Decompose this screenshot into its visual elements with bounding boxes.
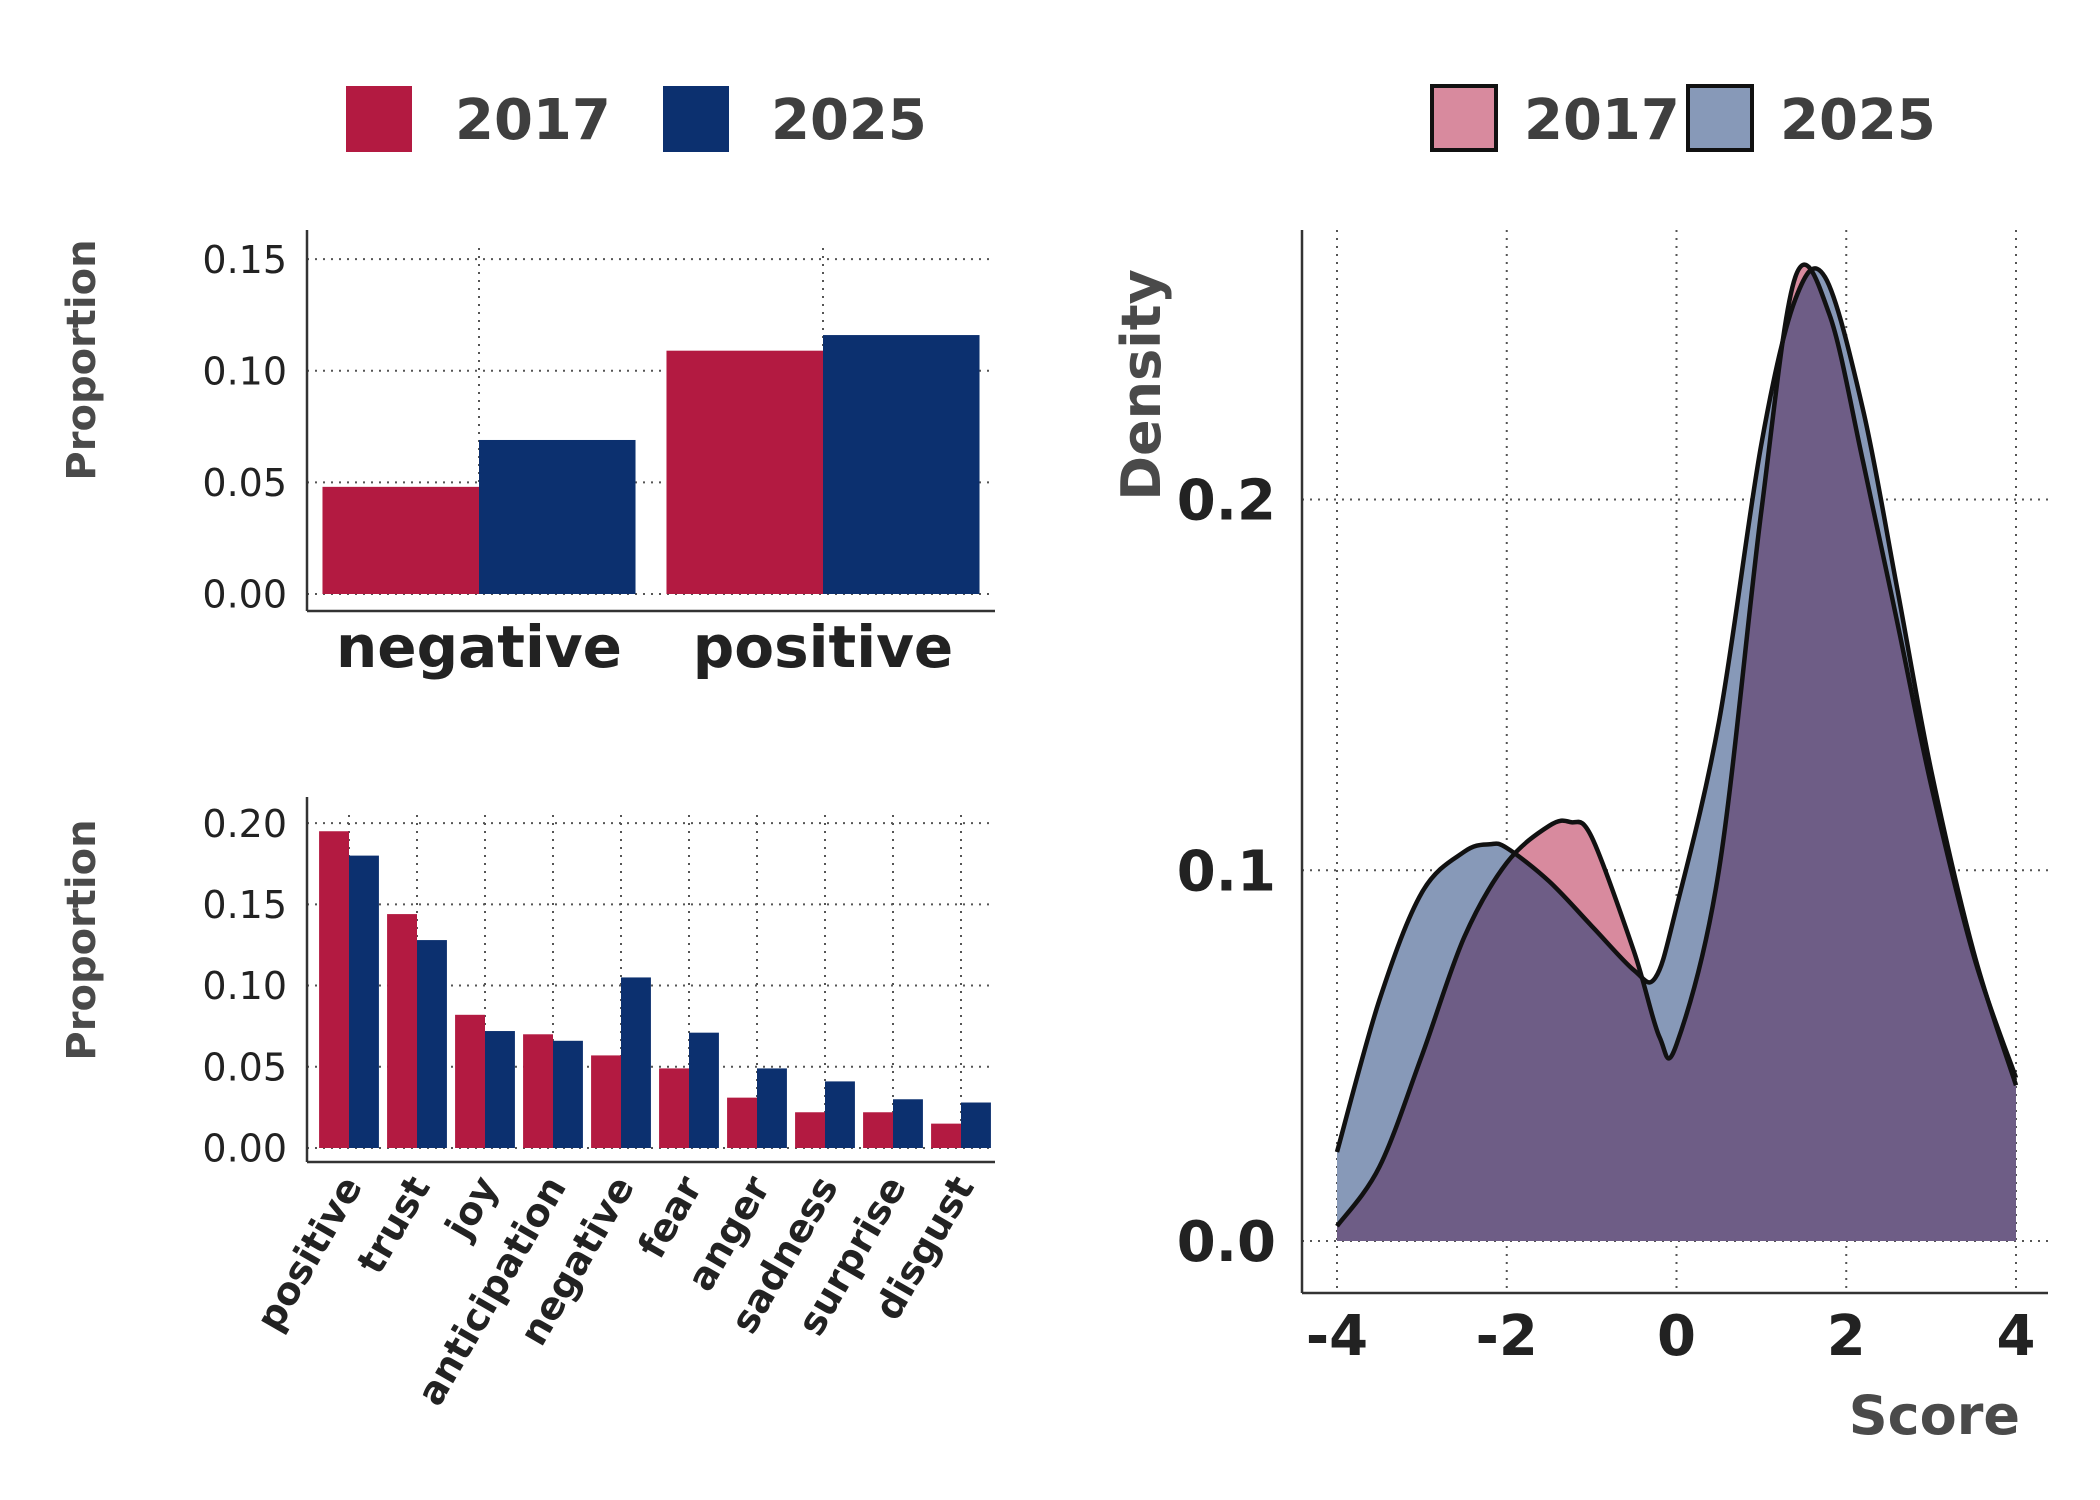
bar-2025-negative <box>621 977 651 1148</box>
sentiment-y-ticks: 0.00 0.05 0.10 0.15 <box>202 238 287 617</box>
y-tick-label: 0.0 <box>1177 1210 1276 1275</box>
x-tick-label: 4 <box>1997 1304 2036 1369</box>
y-tick-label: 0.00 <box>202 573 287 617</box>
bar-2025-anger <box>757 1068 787 1148</box>
emotion-chart: Proportion 0.00 0.05 0.10 0.15 0.20 positive… <box>59 797 995 1413</box>
legend-right-label-2017: 2017 <box>1524 88 1680 153</box>
bar-2017-positive <box>319 831 349 1148</box>
bar-2017-anger <box>727 1097 757 1148</box>
y-tick-label: 0.20 <box>202 802 287 846</box>
emotion-x-ticks: positivetrustjoyanticipationnegativefear… <box>247 1168 982 1412</box>
sentiment-chart: Proportion 0.00 0.05 0.10 0.15 negative posi… <box>59 230 995 681</box>
y-tick-label: 0.1 <box>1177 839 1276 904</box>
legend-left-label-2017: 2017 <box>455 88 611 153</box>
bar-2025-positive <box>349 855 379 1148</box>
y-tick-label: 0.00 <box>202 1127 287 1171</box>
bar-2017-trust <box>387 914 417 1148</box>
density-y-axis-title: Density <box>1110 269 1173 501</box>
density-overlap <box>1337 268 2016 1241</box>
density-axes <box>1300 230 2048 1295</box>
x-tick-label: positive <box>693 613 954 681</box>
density-line-2025 <box>1334 266 2019 1153</box>
bar-2025-anticipation <box>553 1040 583 1148</box>
bar-2017-anticipation <box>523 1034 553 1148</box>
bar-2017-negative <box>322 486 479 594</box>
sentiment-bars <box>322 335 980 594</box>
x-tick-label: -4 <box>1306 1304 1368 1369</box>
density-x-axis-title: Score <box>1849 1384 2020 1447</box>
emotion-y-ticks: 0.00 0.05 0.10 0.15 0.20 <box>202 802 287 1171</box>
x-tick-label: 0 <box>1657 1304 1696 1369</box>
sentiment-x-ticks: negative positive <box>336 613 953 681</box>
emotion-axes <box>305 797 995 1164</box>
y-tick-label: 0.15 <box>202 238 287 282</box>
x-tick-label: -2 <box>1476 1304 1538 1369</box>
density-areas <box>1334 262 2019 1241</box>
emotion-bars <box>319 831 991 1148</box>
legend-right: 2017 2025 <box>1430 84 1936 153</box>
bar-2025-fear <box>689 1032 719 1148</box>
x-tick-label: negative <box>336 613 622 681</box>
y-tick-label: 0.2 <box>1177 469 1276 534</box>
legend-right-swatch-2017 <box>1430 84 1498 152</box>
x-tick-label: joy <box>436 1168 507 1247</box>
bar-2017-negative <box>591 1055 621 1148</box>
density-chart: Density Score 0.0 0.1 0.2 -4 -2 0 2 4 <box>1110 230 2048 1447</box>
y-tick-label: 0.05 <box>202 1045 287 1089</box>
sentiment-y-axis-title: Proportion <box>59 239 105 480</box>
y-tick-label: 0.10 <box>202 349 287 393</box>
x-tick-label: 2 <box>1827 1304 1866 1369</box>
legend-right-swatch-2025 <box>1686 84 1754 152</box>
bar-2025-surprise <box>893 1099 923 1148</box>
legend-left-swatch-2025 <box>663 86 729 152</box>
bar-2017-disgust <box>931 1123 961 1148</box>
y-tick-label: 0.15 <box>202 883 287 927</box>
bar-2025-joy <box>485 1031 515 1148</box>
bar-2025-negative <box>479 439 636 594</box>
bar-2017-sadness <box>795 1112 825 1148</box>
y-tick-label: 0.05 <box>202 461 287 505</box>
legend-right-label-2025: 2025 <box>1780 88 1936 153</box>
bar-2017-joy <box>455 1014 485 1148</box>
bar-2017-positive <box>666 350 823 594</box>
bar-2017-fear <box>659 1068 689 1148</box>
sentiment-axes <box>305 230 995 613</box>
legend-left-swatch-2017 <box>346 86 412 152</box>
density-y-ticks: 0.0 0.1 0.2 <box>1177 469 1276 1275</box>
bar-2025-trust <box>417 940 447 1148</box>
bar-2017-surprise <box>863 1112 893 1148</box>
density-line-2017 <box>1335 262 2019 1228</box>
legend-left: 2017 2025 <box>346 86 927 153</box>
bar-2025-sadness <box>825 1081 855 1148</box>
emotion-y-axis-title: Proportion <box>59 819 105 1060</box>
density-x-ticks: -4 -2 0 2 4 <box>1306 1304 2036 1369</box>
bar-2025-positive <box>823 335 980 594</box>
y-tick-label: 0.10 <box>202 964 287 1008</box>
legend-left-label-2025: 2025 <box>771 88 927 153</box>
emotion-grid <box>307 815 995 1149</box>
bar-2025-disgust <box>961 1102 991 1148</box>
